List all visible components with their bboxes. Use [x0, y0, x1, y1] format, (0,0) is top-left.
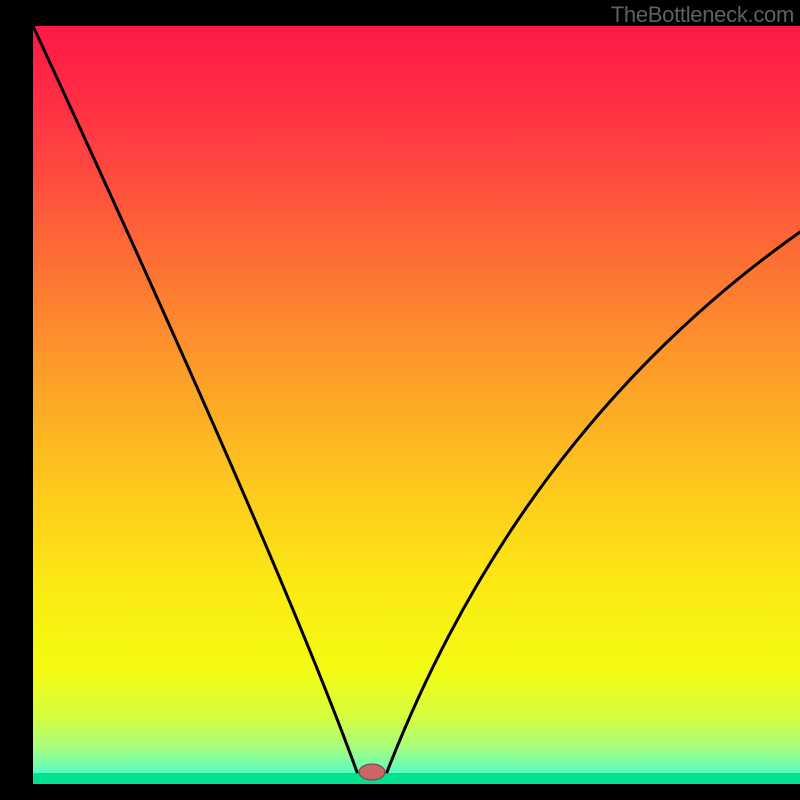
- plot-area: [33, 26, 800, 784]
- watermark-text: TheBottleneck.com: [609, 0, 800, 30]
- bottom-band: [33, 773, 800, 784]
- chart-container: TheBottleneck.com: [0, 0, 800, 800]
